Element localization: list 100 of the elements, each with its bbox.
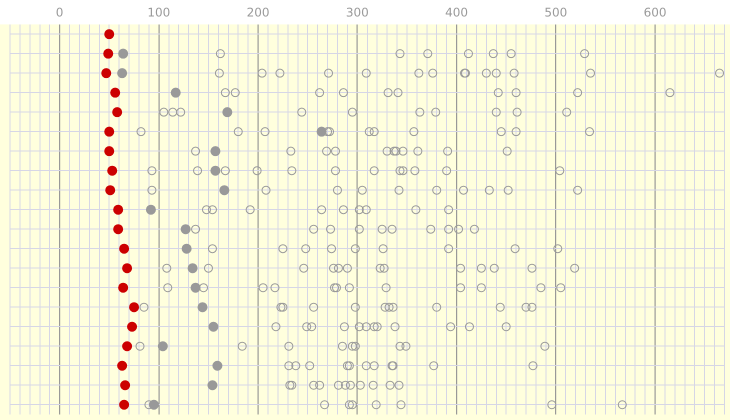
point	[210, 146, 220, 156]
point	[104, 146, 114, 156]
point	[354, 205, 364, 214]
point	[444, 224, 454, 234]
point	[396, 49, 404, 58]
point	[556, 283, 566, 292]
point	[470, 224, 479, 234]
point	[216, 49, 225, 58]
point	[122, 263, 132, 274]
point	[193, 166, 202, 176]
point	[344, 283, 354, 292]
x-tick-label: 400	[445, 5, 468, 20]
point	[482, 68, 491, 78]
point	[162, 264, 172, 273]
point	[380, 264, 389, 273]
point	[547, 400, 556, 410]
point	[573, 88, 582, 98]
point	[553, 244, 562, 254]
point	[104, 29, 114, 40]
point	[378, 244, 388, 254]
point	[665, 88, 674, 98]
point	[330, 146, 340, 156]
point	[330, 166, 340, 176]
point	[394, 88, 403, 98]
point	[429, 361, 438, 370]
point	[555, 166, 564, 176]
point	[394, 380, 404, 390]
point	[502, 146, 512, 156]
point	[291, 361, 300, 370]
point	[340, 322, 349, 332]
point	[346, 380, 355, 390]
point	[350, 342, 360, 351]
point	[348, 342, 357, 351]
point	[220, 166, 230, 176]
point	[103, 48, 114, 59]
point	[372, 400, 381, 410]
point	[299, 264, 308, 273]
point	[202, 205, 211, 214]
point	[376, 264, 385, 273]
point	[370, 127, 379, 136]
point	[207, 380, 218, 390]
point	[330, 283, 339, 292]
point	[118, 48, 128, 59]
point	[191, 146, 200, 156]
point	[396, 342, 404, 351]
point	[127, 322, 138, 332]
point	[527, 302, 536, 312]
point	[305, 361, 314, 370]
point	[370, 322, 379, 332]
point	[464, 49, 473, 58]
point	[527, 264, 536, 273]
point	[276, 302, 286, 312]
x-tick-label: 0	[56, 5, 64, 20]
point	[492, 108, 501, 117]
point	[285, 380, 294, 390]
point	[199, 283, 208, 292]
point	[342, 361, 352, 370]
point	[117, 68, 128, 78]
point	[380, 302, 390, 312]
point	[401, 342, 410, 351]
point	[119, 244, 130, 254]
point	[220, 88, 230, 98]
point	[356, 380, 365, 390]
point	[230, 88, 240, 98]
point	[370, 166, 379, 176]
point	[297, 108, 306, 117]
point	[190, 282, 201, 293]
x-tick-label: 600	[644, 5, 666, 20]
point	[354, 224, 364, 234]
point	[386, 380, 395, 390]
point	[344, 400, 354, 410]
point	[384, 88, 393, 98]
point	[315, 88, 324, 98]
point	[410, 166, 420, 176]
point	[362, 322, 371, 332]
point	[432, 302, 442, 312]
point	[129, 302, 140, 312]
point	[512, 127, 521, 136]
point	[368, 380, 378, 390]
point	[158, 341, 168, 352]
point	[309, 380, 318, 390]
point	[444, 205, 454, 214]
point	[107, 166, 118, 176]
point	[284, 361, 294, 370]
point	[307, 322, 316, 332]
point	[258, 68, 267, 78]
point	[492, 68, 501, 78]
point	[309, 302, 318, 312]
point	[510, 244, 520, 254]
point	[338, 88, 348, 98]
point	[456, 264, 466, 273]
point	[147, 186, 156, 195]
point	[101, 68, 112, 78]
point	[411, 205, 420, 214]
point	[580, 49, 590, 58]
point	[390, 146, 399, 156]
x-tick-label: 200	[246, 5, 270, 20]
point	[348, 400, 357, 410]
point	[414, 68, 424, 78]
point	[332, 283, 341, 292]
